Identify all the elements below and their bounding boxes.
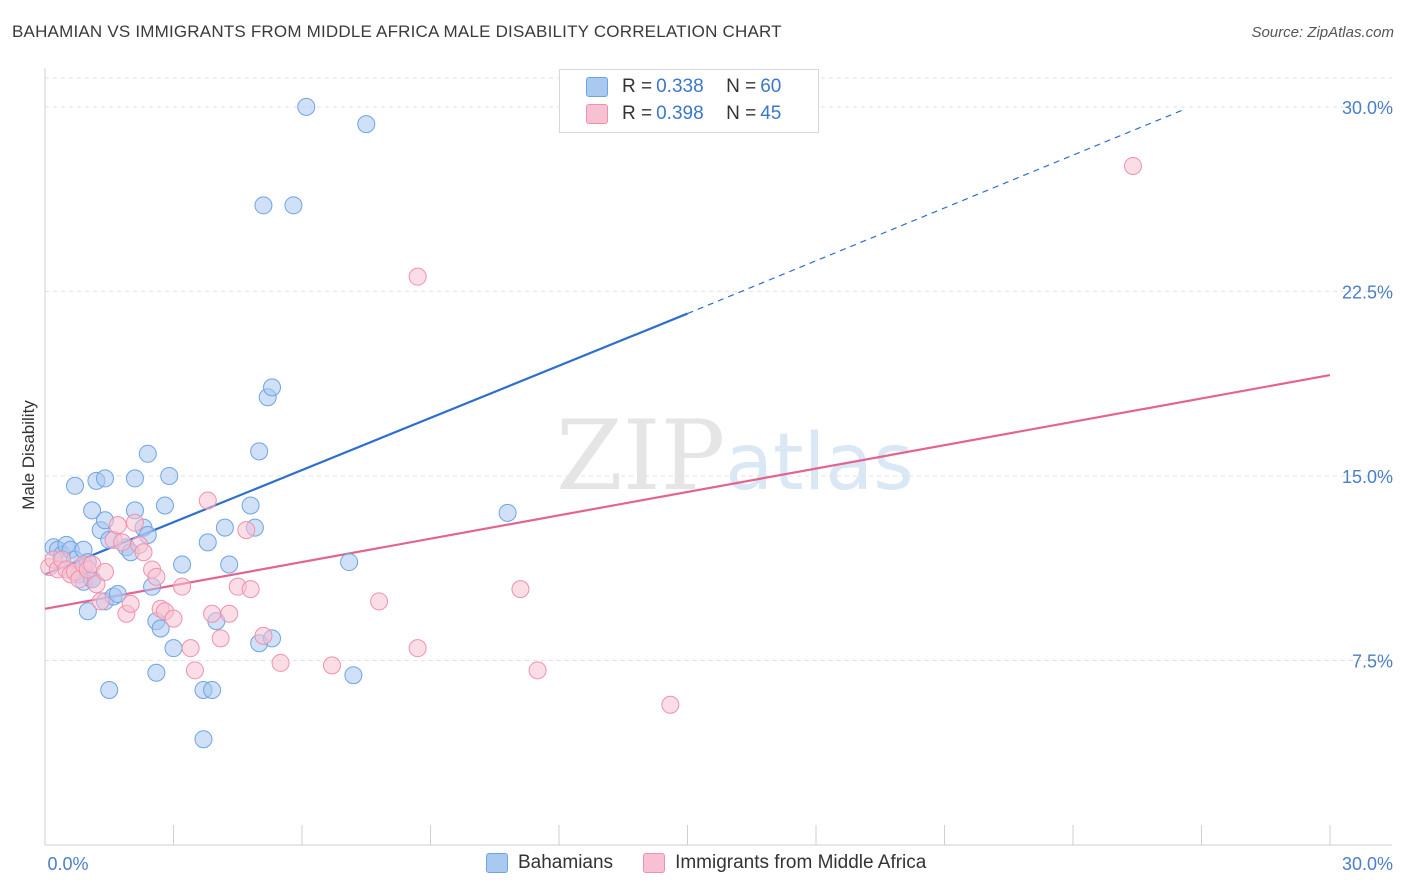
legend-label-bahamians: Bahamians (518, 852, 614, 873)
legend-item-middle-africa[interactable]: Immigrants from Middle Africa (643, 852, 926, 874)
point-middle-africa (511, 580, 530, 599)
point-middle-africa (370, 592, 389, 611)
n-value: 45 (760, 103, 782, 124)
point-middle-africa (113, 533, 132, 552)
point-middle-africa (164, 609, 183, 628)
r-value: 0.398 (656, 103, 704, 124)
point-bahamians (297, 97, 316, 116)
point-middle-africa (121, 594, 140, 613)
tick-labels: 7.5% 15.0% 22.5% 30.0% 0.0% 30.0% (47, 98, 1393, 874)
legend-swatch-bahamians (586, 77, 608, 97)
source-label: Source: ZipAtlas.com (1251, 24, 1394, 41)
point-middle-africa (185, 661, 204, 680)
point-bahamians (241, 496, 260, 515)
series-legend: Bahamians Immigrants from Middle Africa (486, 852, 956, 874)
legend-swatch-middle-africa (586, 104, 608, 124)
point-bahamians (203, 681, 222, 699)
watermark-zip: ZIP (556, 400, 726, 512)
point-middle-africa (211, 629, 230, 648)
y-tick-label: 15.0% (1342, 467, 1393, 487)
r-label: R = (622, 103, 653, 124)
n-label: N = (726, 76, 757, 97)
point-middle-africa (220, 604, 239, 623)
point-bahamians (151, 619, 170, 638)
point-bahamians (284, 196, 303, 215)
point-middle-africa (237, 521, 256, 540)
point-bahamians (173, 555, 192, 574)
point-bahamians (263, 378, 282, 397)
point-bahamians (194, 730, 213, 749)
point-bahamians (83, 501, 102, 520)
point-middle-africa (528, 661, 547, 680)
point-middle-africa (241, 580, 260, 599)
point-middle-africa (661, 695, 680, 714)
point-middle-africa (322, 656, 341, 675)
point-middle-africa (408, 267, 427, 286)
point-bahamians (340, 553, 359, 572)
point-middle-africa (408, 639, 427, 658)
point-bahamians (108, 585, 127, 604)
point-bahamians (95, 469, 114, 488)
point-bahamians (498, 503, 517, 522)
y-tick-label: 30.0% (1342, 98, 1393, 118)
trend-lines (44, 108, 1331, 610)
point-bahamians (125, 469, 144, 488)
point-middle-africa (95, 562, 114, 581)
point-bahamians (160, 466, 179, 485)
data-points (40, 97, 1142, 749)
point-bahamians (220, 555, 239, 574)
watermark-atlas: atlas (725, 418, 914, 508)
point-bahamians (357, 115, 376, 134)
x-tick-label: 0.0% (47, 854, 88, 874)
point-bahamians (155, 496, 174, 515)
trend-extension-bahamians (687, 108, 1185, 315)
point-bahamians (164, 639, 183, 658)
stats-legend-row-middle-africa: R = 0.398 N = 45 (586, 101, 781, 127)
point-bahamians (78, 602, 97, 621)
point-middle-africa (125, 513, 144, 532)
trend-line-middle-africa (44, 373, 1331, 610)
point-middle-africa (134, 543, 153, 562)
point-bahamians (100, 681, 119, 699)
y-tick-label: 22.5% (1342, 282, 1393, 302)
point-middle-africa (147, 567, 166, 586)
point-bahamians (344, 666, 363, 685)
point-bahamians (147, 663, 166, 682)
r-label: R = (622, 76, 653, 97)
point-middle-africa (198, 491, 217, 510)
point-bahamians (198, 533, 217, 552)
y-axis-label: Male Disability (19, 400, 38, 510)
y-tick-label: 7.5% (1352, 651, 1393, 671)
point-bahamians (254, 196, 273, 215)
legend-swatch-bahamians (486, 853, 508, 873)
chart-title: BAHAMIAN VS IMMIGRANTS FROM MIDDLE AFRIC… (12, 22, 782, 41)
legend-swatch-middle-africa (643, 853, 666, 873)
point-middle-africa (1123, 156, 1142, 175)
stats-legend-row-bahamians: R = 0.338 N = 60 (586, 74, 781, 100)
point-middle-africa (173, 577, 192, 596)
legend-label-middle-africa: Immigrants from Middle Africa (675, 852, 927, 873)
point-middle-africa (203, 604, 222, 623)
point-middle-africa (254, 626, 273, 645)
point-bahamians (215, 518, 234, 537)
x-tick-label: 30.0% (1342, 854, 1393, 874)
legend-item-bahamians[interactable]: Bahamians (486, 852, 613, 874)
r-value: 0.338 (656, 76, 704, 97)
point-middle-africa (271, 653, 290, 672)
n-label: N = (726, 103, 757, 124)
point-middle-africa (108, 516, 127, 535)
point-middle-africa (181, 639, 200, 658)
stats-legend: R = 0.338 N = 60 R = 0.398 N = 45 (559, 69, 819, 133)
point-bahamians (138, 444, 157, 463)
point-middle-africa (91, 592, 110, 611)
axes (44, 68, 1392, 846)
point-middle-africa (87, 575, 106, 594)
watermark: ZIPatlas (556, 400, 914, 512)
point-bahamians (65, 476, 84, 495)
point-bahamians (250, 442, 269, 461)
n-value: 60 (760, 76, 782, 97)
